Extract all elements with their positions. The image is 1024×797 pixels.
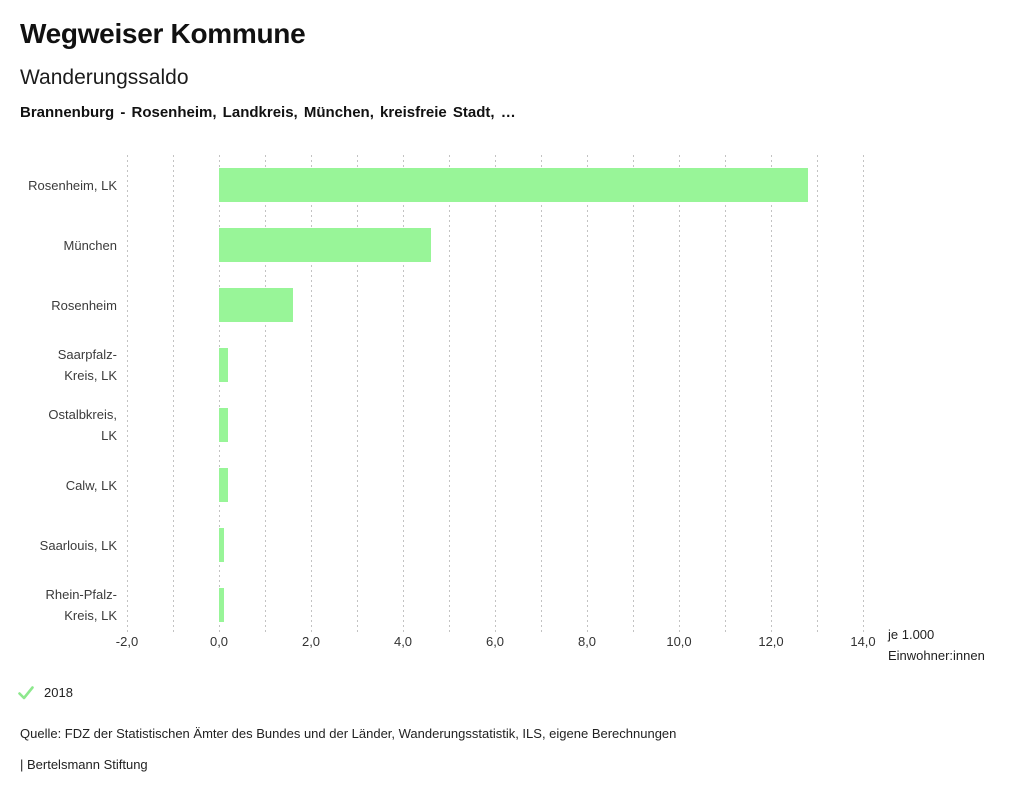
category-label: Saarpfalz- Kreis, LK	[57, 347, 117, 383]
legend-year-label: 2018	[44, 685, 73, 700]
legend-item-2018[interactable]: 2018	[18, 685, 73, 700]
category-label: Saarlouis, LK	[39, 537, 117, 553]
gridline	[863, 155, 864, 632]
gridline	[127, 155, 128, 632]
chart-bar[interactable]	[219, 588, 224, 622]
checkmark-icon	[18, 685, 34, 700]
chart-bar[interactable]	[219, 168, 808, 202]
chart-bar[interactable]	[219, 528, 224, 562]
x-tick-label: 12,0	[758, 634, 784, 649]
gridline	[817, 155, 818, 632]
category-label: Rosenheim, LK	[28, 177, 117, 193]
brand-note: | Bertelsmann Stiftung	[20, 757, 148, 772]
chart-bar[interactable]	[219, 288, 293, 322]
gridline	[173, 155, 174, 632]
x-tick-label: 8,0	[577, 634, 597, 649]
x-axis: -2,0 0,0 2,0 4,0 6,0 8,0 10,0 12,0 14,0	[0, 634, 1024, 652]
bar-chart: Rosenheim, LK München Rosenheim Saarpfalz- …	[0, 155, 1024, 632]
category-label: Rosenheim	[51, 297, 117, 313]
x-tick-label: 0,0	[209, 634, 229, 649]
gridline	[357, 155, 358, 632]
gridline	[587, 155, 588, 632]
axis-unit-label: je 1.000 Einwohner:innen	[888, 627, 985, 663]
gridline	[403, 155, 404, 632]
chart-bar[interactable]	[219, 348, 229, 382]
gridline	[725, 155, 726, 632]
x-tick-label: 4,0	[393, 634, 413, 649]
x-tick-label: 6,0	[485, 634, 505, 649]
app-title: Wegweiser Kommune	[20, 18, 306, 49]
chart-selection-subtitle: Brannenburg - Rosenheim, Landkreis, Münc…	[20, 104, 516, 121]
x-tick-label: -2,0	[115, 634, 139, 649]
gridline	[495, 155, 496, 632]
category-label: Ostalbkreis, LK	[48, 407, 117, 443]
x-tick-label: 10,0	[666, 634, 692, 649]
chart-bar[interactable]	[219, 468, 229, 502]
gridline	[219, 155, 220, 632]
gridline	[449, 155, 450, 632]
category-label: Calw, LK	[65, 477, 117, 493]
category-label: München	[63, 237, 117, 253]
chart-bar[interactable]	[219, 228, 431, 262]
gridline	[311, 155, 312, 632]
x-tick-label: 2,0	[301, 634, 321, 649]
gridline	[633, 155, 634, 632]
gridline	[771, 155, 772, 632]
gridline	[265, 155, 266, 632]
chart-title: Wanderungssaldo	[20, 66, 189, 89]
gridline	[679, 155, 680, 632]
chart-bar[interactable]	[219, 408, 229, 442]
gridline	[541, 155, 542, 632]
source-note: Quelle: FDZ der Statistischen Ämter des …	[20, 726, 677, 741]
category-label: Rhein-Pfalz- Kreis, LK	[45, 587, 117, 623]
x-tick-label: 14,0	[850, 634, 876, 649]
